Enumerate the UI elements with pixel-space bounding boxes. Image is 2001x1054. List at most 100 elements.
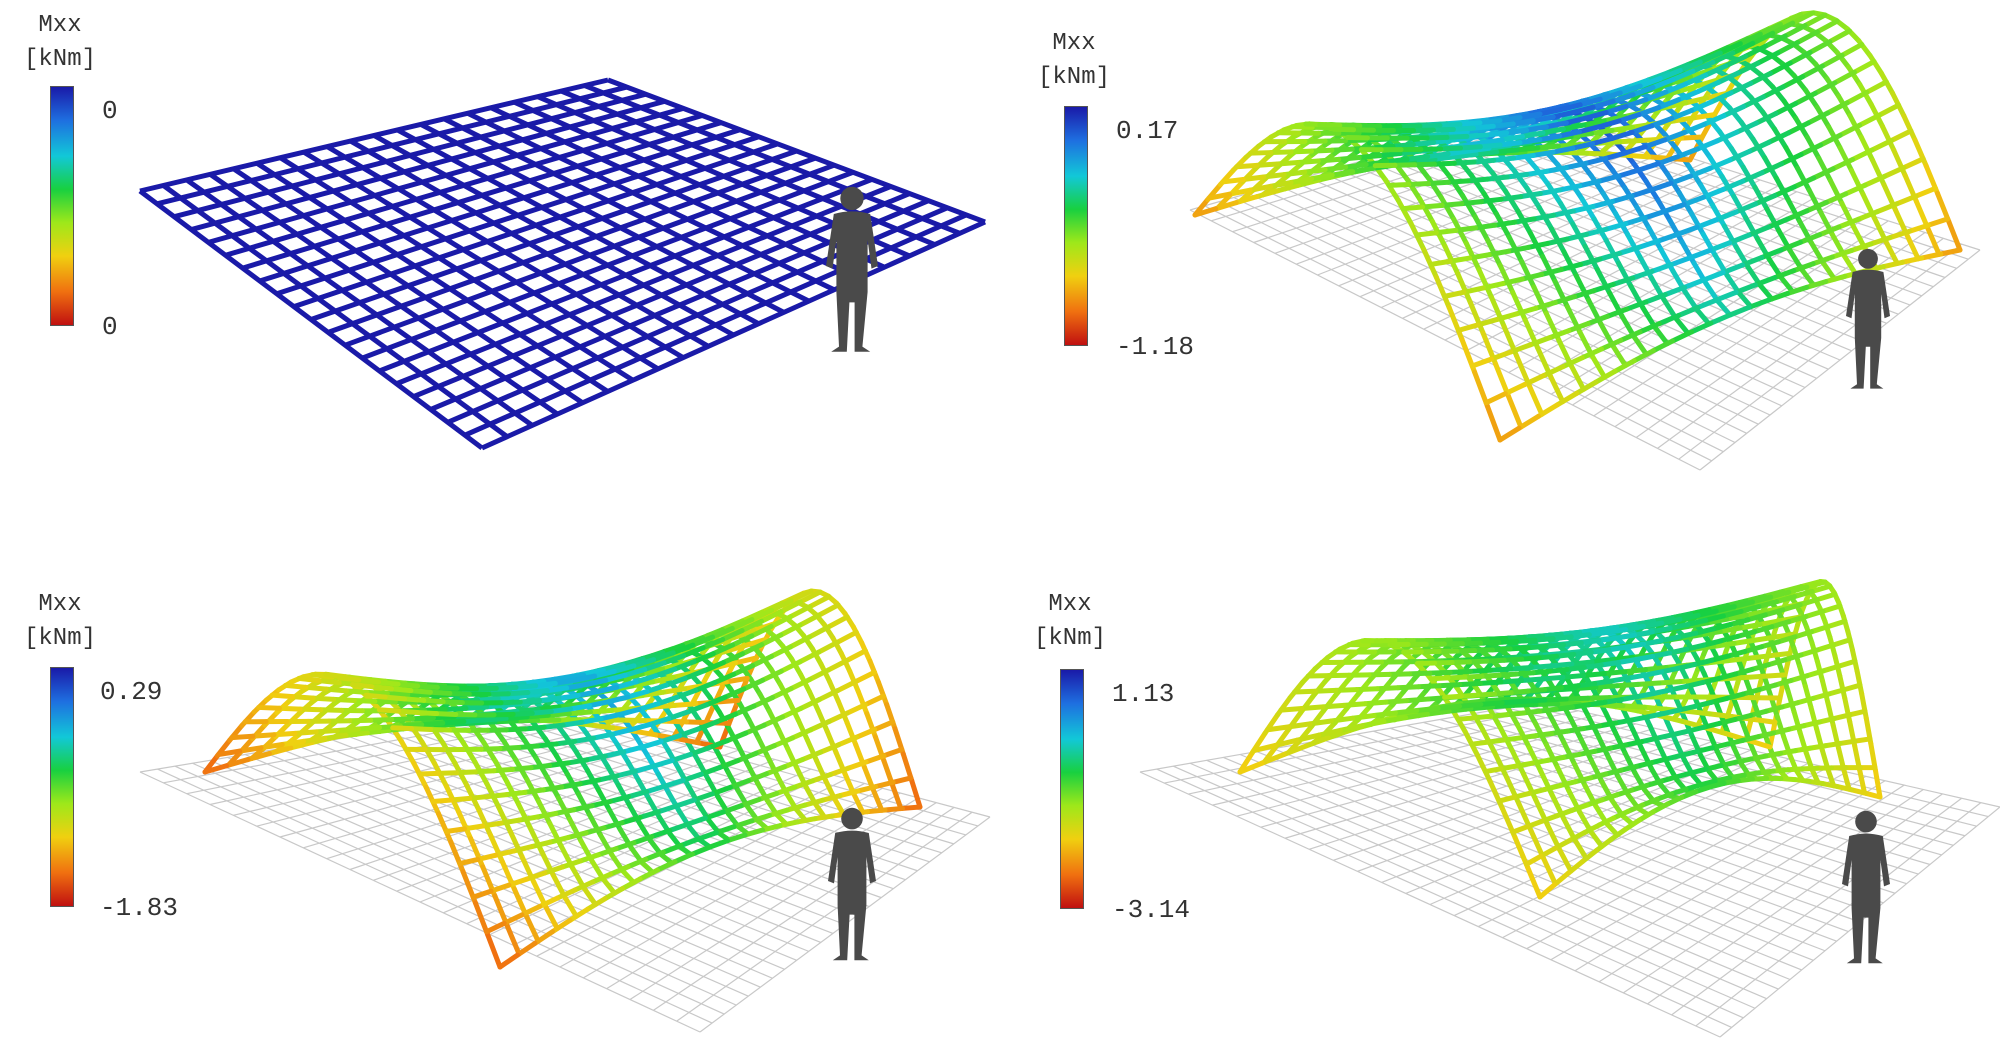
shell-member	[1424, 708, 1452, 717]
shell-member	[865, 807, 888, 815]
shell-member	[882, 805, 905, 813]
shell-member	[691, 791, 715, 803]
ground-line	[139, 771, 701, 1033]
shell-member	[1649, 625, 1673, 635]
ground-line	[1139, 771, 1721, 1038]
shell-member	[1343, 162, 1369, 170]
shell-member	[1658, 634, 1681, 644]
shell-member	[795, 717, 810, 743]
shell-member	[1912, 137, 1929, 169]
panel-shell-3: Mxx [kNm] 1.13 -3.14	[1000, 527, 2000, 1054]
shell-member	[1552, 278, 1570, 310]
shell-member	[884, 702, 898, 732]
shell-member	[1497, 140, 1523, 148]
shell-member	[589, 798, 613, 809]
shell-member	[467, 794, 491, 801]
shell-member	[787, 634, 812, 650]
shell-member	[1462, 673, 1485, 680]
shell-member	[523, 913, 541, 944]
shell-member	[816, 688, 841, 703]
shell-member	[1804, 624, 1815, 646]
shell-member	[1836, 216, 1861, 230]
shell-member	[769, 644, 793, 659]
grid-member	[208, 172, 559, 417]
shell-member	[1851, 59, 1877, 75]
shell-member	[1639, 735, 1660, 745]
shell-member	[1876, 102, 1902, 118]
shell-member	[1623, 623, 1647, 632]
shell-member	[655, 803, 679, 815]
shell-member	[1759, 639, 1781, 650]
shell-member	[684, 719, 711, 726]
shell-member	[1464, 132, 1490, 139]
shell-member	[1841, 252, 1858, 277]
shell-member	[863, 753, 887, 765]
shell-member	[540, 784, 565, 793]
shell-member	[1649, 180, 1674, 193]
shell-member	[1589, 127, 1615, 136]
shell-member	[1453, 151, 1479, 160]
shell-member	[527, 825, 545, 855]
shell-member	[478, 746, 503, 752]
shell-member	[1552, 837, 1573, 851]
shell-member	[1756, 682, 1778, 693]
shell-member	[492, 718, 519, 725]
shell-member	[1727, 232, 1752, 246]
shell-member	[1616, 167, 1642, 179]
shell-member	[488, 882, 512, 894]
shell-member	[1417, 123, 1443, 129]
shell-member	[1938, 247, 1963, 257]
shell-member	[435, 770, 460, 776]
shell-member	[1844, 89, 1870, 106]
shell-member	[1445, 178, 1471, 185]
shell-member	[629, 660, 655, 672]
shell-member	[575, 689, 600, 698]
shell-member	[1564, 97, 1590, 108]
shell-member	[1738, 119, 1756, 142]
shell-member	[825, 657, 850, 673]
shell-member	[1622, 817, 1642, 833]
shell-member	[743, 722, 767, 736]
shell-member	[568, 703, 593, 712]
shell-member	[1752, 193, 1778, 207]
shell-member	[1455, 715, 1478, 722]
shell-member	[1733, 282, 1758, 295]
shell-member	[655, 694, 680, 707]
shell-member	[1281, 743, 1309, 757]
grid-member	[344, 162, 836, 348]
shell-member	[1537, 107, 1563, 117]
shell-member	[1703, 763, 1724, 772]
shell-member	[1439, 201, 1465, 208]
shell-member	[583, 825, 607, 836]
shell-member	[609, 706, 636, 713]
shell-member	[495, 694, 522, 702]
shell-member	[1274, 160, 1301, 167]
shell-member	[1763, 750, 1784, 759]
shell-member	[516, 814, 540, 823]
shell-member	[1381, 715, 1409, 725]
shell-member	[1558, 261, 1584, 273]
shell-member	[717, 758, 741, 771]
shell-member	[1795, 695, 1816, 706]
shell-member	[1692, 657, 1715, 667]
shell-member	[698, 765, 723, 777]
shell-member	[1567, 178, 1585, 202]
shell-member	[1780, 74, 1806, 90]
shell-member	[1652, 325, 1670, 347]
shell-member	[688, 745, 712, 757]
shell-member	[1675, 630, 1699, 640]
shell-member	[603, 672, 628, 683]
shell-member	[1628, 714, 1650, 723]
shell-member	[1706, 602, 1731, 613]
shell-member	[1432, 154, 1459, 162]
shell-member	[590, 871, 613, 885]
shell-member	[1769, 619, 1792, 630]
shell-member	[655, 859, 678, 873]
shell-member	[1596, 118, 1622, 130]
shell-member	[1670, 728, 1691, 738]
shell-member	[556, 701, 583, 710]
shell-member	[768, 666, 783, 687]
shell-member	[1539, 267, 1564, 277]
grid-member	[372, 133, 735, 338]
shell-member	[741, 677, 766, 692]
